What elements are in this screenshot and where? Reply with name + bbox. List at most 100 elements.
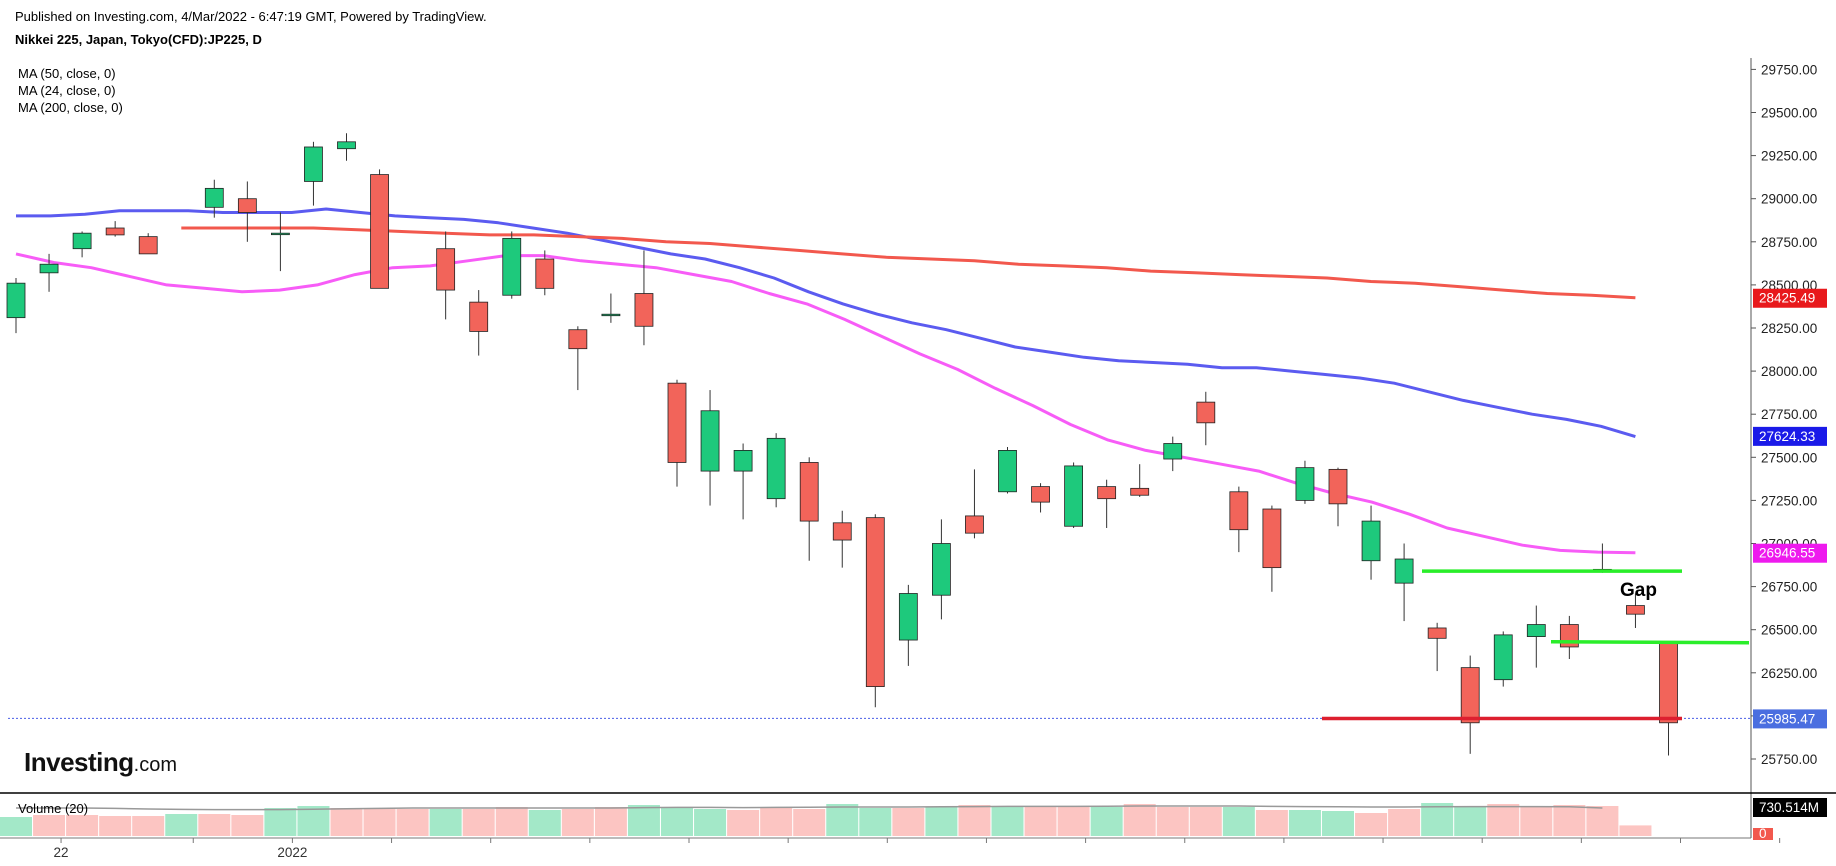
volume-zero-tag-bg (1753, 828, 1773, 840)
candle-down (1626, 605, 1645, 615)
y-tick-label: 27750.00 (1761, 407, 1817, 422)
candle-up (733, 450, 753, 472)
ma24-tag-bg (1753, 543, 1827, 563)
candle-down (237, 198, 257, 213)
y-tick-label: 27250.00 (1761, 493, 1817, 508)
candle-down (799, 462, 819, 522)
y-tick-label: 26750.00 (1761, 580, 1817, 595)
legend-ma50[interactable]: MA (50, close, 0) (18, 66, 116, 81)
volume-bar (1057, 807, 1090, 836)
volume-bar (1586, 806, 1619, 836)
y-tick-label: 28750.00 (1761, 235, 1817, 250)
volume-bar (330, 808, 363, 836)
x-tick-label: 2022 (277, 845, 307, 860)
x-tick-label: 22 (54, 845, 69, 860)
ma50-line (16, 207, 1636, 439)
ma50-tag-bg (1753, 426, 1827, 446)
legend-ma200[interactable]: MA (200, close, 0) (18, 100, 123, 115)
volume-zero-tag: 0 (1759, 826, 1767, 841)
volume-bar (991, 807, 1024, 836)
candle-up (6, 282, 26, 319)
volume-bar (760, 808, 793, 836)
volume-tag: 730.514M (1759, 800, 1819, 815)
published-note: Published on Investing.com, 4/Mar/2022 -… (15, 9, 487, 24)
candle-up (1526, 624, 1546, 637)
price-tags: 28425.49 27624.33 26946.55 25985.47 730.514M… (1753, 288, 1827, 841)
annotation-lines (8, 569, 1751, 721)
candle-down (1196, 401, 1216, 424)
volume-bar (1090, 807, 1123, 836)
candle-up (204, 187, 224, 208)
candle-down (832, 522, 852, 541)
candles (6, 133, 1678, 756)
ma200-line (181, 226, 1636, 300)
volume-bar (429, 809, 462, 836)
candle-down (469, 301, 489, 332)
volume-bar (727, 810, 760, 836)
candle-down (1427, 627, 1447, 639)
volume-bar (1454, 807, 1487, 836)
volume-bar (694, 809, 727, 836)
logo-brand: Investing (24, 747, 134, 777)
logo-suffix: .com (133, 754, 177, 776)
volume-bar (925, 807, 958, 836)
candle-up (601, 313, 621, 317)
candle-down (667, 382, 687, 463)
volume-bar (264, 808, 297, 836)
y-tick-label: 27500.00 (1761, 450, 1817, 465)
candle-down (634, 293, 654, 327)
ma50-tag: 27624.33 (1759, 429, 1815, 444)
volume-bar (1355, 813, 1388, 836)
volume-bar (99, 816, 132, 836)
volume-bar (462, 809, 495, 836)
volume-bar (1255, 810, 1288, 836)
candle-up (1295, 467, 1315, 501)
volume-bar (627, 805, 660, 836)
volume-bar (66, 815, 99, 836)
candle-up (898, 593, 918, 641)
candle-down (1097, 486, 1117, 500)
volume-bar (1388, 809, 1421, 836)
candle-up (39, 263, 59, 274)
candle-up (1361, 520, 1381, 562)
y-tick-label: 28250.00 (1761, 321, 1817, 336)
legend-ma24[interactable]: MA (24, close, 0) (18, 83, 116, 98)
ma200-tag: 28425.49 (1759, 291, 1815, 306)
volume-bar (528, 810, 561, 836)
investing-logo: Investing.com (24, 747, 177, 778)
candle-down (1130, 487, 1150, 496)
volume-ma-line (16, 805, 1603, 811)
candle-up (270, 232, 290, 236)
candle-down (1031, 486, 1050, 503)
candle-down (370, 174, 389, 289)
volume-bar (297, 806, 330, 836)
candle-down (1262, 508, 1282, 569)
candle-down (1659, 641, 1678, 724)
moving-averages (15, 207, 1636, 555)
volume-tag-bg (1753, 798, 1827, 817)
candle-up (1064, 465, 1083, 527)
y-tick-label: 29250.00 (1761, 149, 1817, 164)
volume-bar (1024, 807, 1057, 836)
volume-bar (561, 809, 594, 836)
volume-bar (1487, 804, 1520, 836)
instrument-title[interactable]: Nikkei 225, Japan, Tokyo(CFD):JP225, D (15, 32, 262, 47)
candle-down (1229, 491, 1249, 531)
volume-bar (793, 809, 826, 836)
volume-bars (0, 803, 1652, 836)
volume-bar (0, 817, 32, 836)
volume-bar (33, 815, 66, 836)
volume-bar (1189, 807, 1222, 836)
candle-up (72, 232, 92, 250)
gap-lower-line (1550, 640, 1750, 645)
candle-up (1493, 634, 1513, 681)
volume-bar (1322, 811, 1354, 836)
y-tick-label: 29000.00 (1761, 192, 1817, 207)
candle-down (568, 329, 588, 350)
volume-bar (198, 814, 231, 836)
volume-bar (1619, 825, 1652, 836)
candle-down (138, 236, 158, 255)
volume-bar (1553, 805, 1586, 836)
volume-legend[interactable]: Volume (20) (18, 801, 89, 816)
